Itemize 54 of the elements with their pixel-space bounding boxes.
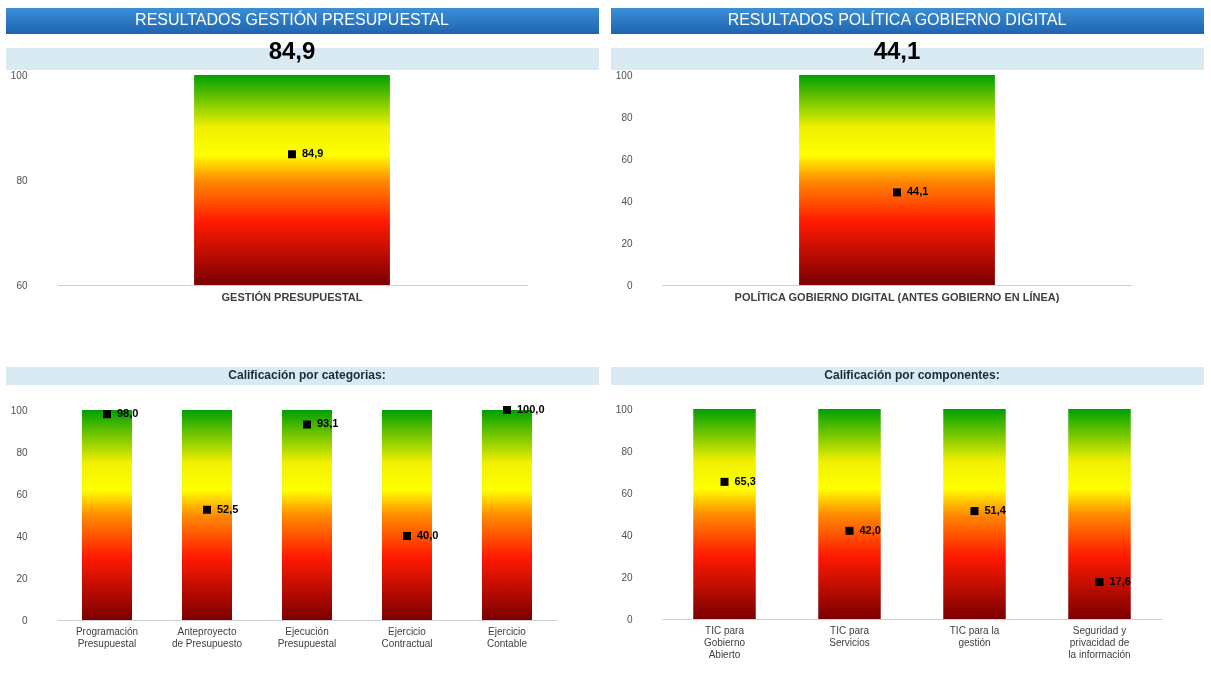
x-tick-label: TIC para la gestión	[949, 624, 1000, 648]
chart-title: RESULTADOS POLÍTICA GOBIERNO DIGITAL	[727, 10, 1067, 28]
y-tick-label: 60	[16, 279, 28, 291]
point	[970, 507, 979, 516]
data-label: 100,0	[517, 403, 545, 415]
y-tick-label: 80	[16, 446, 28, 458]
x-tick-label: TIC para Gobierno Abierto	[703, 624, 746, 660]
y-tick-label: 100	[615, 403, 633, 415]
y-tick-label: 0	[626, 613, 633, 625]
x-tick-label: Ejercicio Contable	[486, 625, 528, 649]
point	[403, 532, 411, 540]
data-label: 44,1	[907, 185, 929, 198]
y-tick-label: 20	[621, 237, 633, 249]
y-tick-label: 80	[621, 111, 633, 123]
y-tick-label: 100	[615, 69, 633, 81]
point	[503, 406, 511, 414]
x-tick-label: Ejercicio Contractual	[381, 625, 433, 649]
point	[103, 410, 111, 419]
x-tick-label: POLÍTICA GOBIERNO DIGITAL (ANTES GOBIERNO EN LÍNEA)	[734, 290, 1060, 303]
y-tick-label: 20	[16, 572, 28, 584]
y-tick-label: 100	[10, 404, 28, 416]
chart-subtitle: 44,1	[873, 37, 921, 64]
y-tick-label: 100	[10, 69, 28, 81]
point	[203, 505, 211, 514]
point	[845, 526, 854, 535]
x-tick-label: GESTIÓN PRESUPUESTAL	[221, 290, 363, 303]
x-tick-label: Seguridad y privacidad de la información	[1068, 624, 1131, 660]
y-tick-label: 80	[16, 174, 28, 186]
chart-subtitle: 84,9	[268, 37, 316, 64]
data-label: 51,4	[984, 504, 1007, 517]
y-tick-label: 0	[21, 614, 28, 626]
point	[303, 420, 311, 429]
x-tick-label: Programación Presupuestal	[75, 625, 139, 649]
y-tick-label: 40	[16, 530, 28, 542]
y-tick-label: 60	[621, 153, 633, 165]
chart-title: RESULTADOS GESTIÓN PRESUPUESTAL	[135, 10, 450, 28]
point	[1095, 578, 1104, 587]
x-tick-label: Ejecución Presupuestal	[277, 625, 337, 649]
data-label: 42,0	[859, 523, 881, 536]
chart-title: Calificación por categorias:	[228, 368, 386, 382]
y-tick-label: 0	[626, 279, 633, 291]
y-tick-label: 60	[16, 488, 28, 500]
x-tick-label: Anteproyecto de Presupuesto	[171, 625, 243, 649]
y-tick-label: 60	[621, 487, 633, 499]
y-tick-label: 20	[621, 571, 633, 583]
y-tick-label: 40	[621, 195, 633, 207]
data-label: 65,3	[734, 474, 756, 487]
data-label: 17,6	[1109, 575, 1131, 588]
y-tick-label: 80	[621, 445, 633, 457]
x-tick-label: TIC para Servicios	[829, 624, 870, 648]
point	[720, 477, 729, 486]
chart-title: Calificación por componentes:	[824, 368, 1000, 382]
data-label: 84,9	[302, 147, 324, 160]
y-tick-label: 40	[621, 529, 633, 541]
